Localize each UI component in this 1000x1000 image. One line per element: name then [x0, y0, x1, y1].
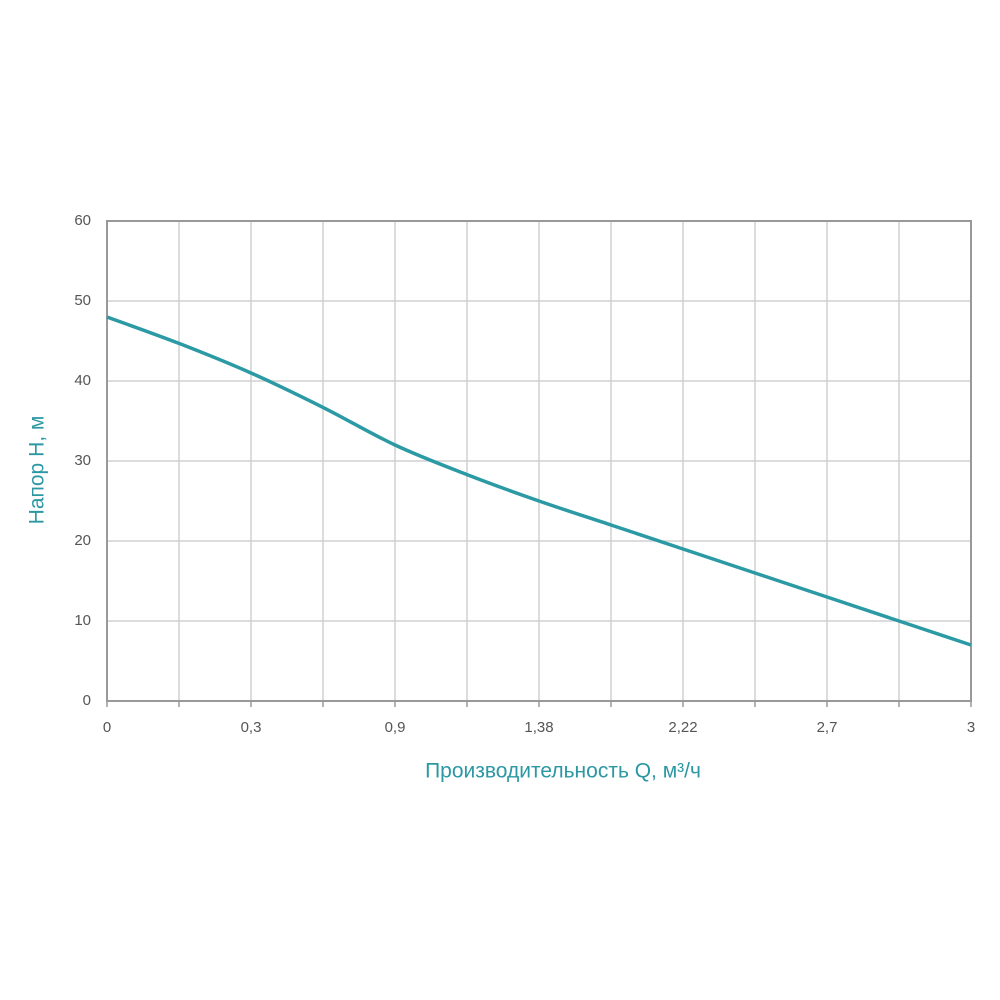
y-tick-label: 10 — [74, 612, 91, 629]
x-tick-label: 2,7 — [817, 719, 838, 736]
x-tick-label: 0 — [103, 719, 111, 736]
x-tick-label: 1,38 — [524, 719, 553, 736]
y-axis-label: Напор H, м — [26, 416, 49, 525]
x-axis-label: Производительность Q, м³/ч — [425, 760, 701, 783]
x-tick-label: 3 — [967, 719, 975, 736]
plot-frame — [106, 220, 972, 702]
y-tick-label: 20 — [74, 532, 91, 549]
y-tick-label: 60 — [74, 212, 91, 229]
x-tick-label: 0,3 — [241, 719, 262, 736]
y-tick-label: 0 — [83, 692, 91, 709]
y-tick-label: 40 — [74, 372, 91, 389]
y-tick-label: 30 — [74, 452, 91, 469]
y-tick-label: 50 — [74, 292, 91, 309]
curve — [106, 315, 972, 647]
x-tick-label: 0,9 — [385, 719, 406, 736]
x-tick-label: 2,22 — [668, 719, 697, 736]
